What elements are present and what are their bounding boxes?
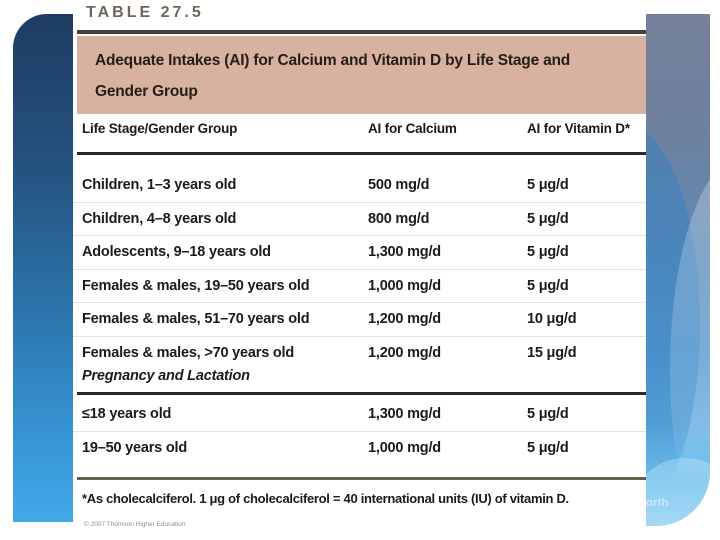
section-heavy-rule — [77, 392, 646, 395]
cell-vitamin-d: 5 μg/d — [527, 439, 569, 456]
cell-group: Adolescents, 9–18 years old — [82, 244, 271, 261]
table-image-card: TABLE 27.5 Adequate Intakes (AI) for Cal… — [73, 0, 646, 540]
cell-vitamin-d: 5 μg/d — [527, 244, 569, 261]
cell-group: Females & males, 19–50 years old — [82, 277, 310, 294]
cell-calcium: 1,300 mg/d — [368, 244, 441, 261]
cell-vitamin-d: 5 μg/d — [527, 406, 569, 423]
section-header-pregnancy: Pregnancy and Lactation — [82, 368, 250, 384]
table-heavy-rule — [77, 152, 646, 155]
table-row: Children, 1–3 years old 500 mg/d 5 μg/d — [73, 169, 646, 203]
cell-calcium: 800 mg/d — [368, 210, 430, 227]
column-header-life-stage: Life Stage/Gender Group — [82, 121, 238, 136]
cell-group: Females & males, >70 years old — [82, 344, 295, 361]
cell-group: ≤18 years old — [82, 406, 172, 423]
cell-calcium: 1,000 mg/d — [368, 277, 441, 294]
watermark-text: orth — [646, 497, 669, 509]
table-row: ≤18 years old 1,300 mg/d 5 μg/d — [73, 398, 646, 432]
cell-vitamin-d: 15 μg/d — [527, 344, 577, 361]
table-number: TABLE 27.5 — [86, 4, 204, 21]
background-corner-highlight — [646, 458, 710, 526]
cell-calcium: 1,200 mg/d — [368, 344, 441, 361]
cell-vitamin-d: 10 μg/d — [527, 311, 577, 328]
copyright-text: © 2007 Thomson Higher Education — [84, 521, 186, 528]
cell-calcium: 500 mg/d — [368, 177, 430, 194]
column-header-calcium: AI for Calcium — [368, 121, 457, 136]
column-header-row: Life Stage/Gender Group AI for Calcium A… — [73, 121, 646, 136]
table-row: 19–50 years old 1,000 mg/d 5 μg/d — [73, 432, 646, 465]
column-header-vitamin-d: AI for Vitamin D* — [527, 121, 630, 136]
cell-calcium: 1,300 mg/d — [368, 406, 441, 423]
background-right-strip: orth — [646, 14, 710, 526]
background-left-bar — [13, 14, 73, 522]
table-title-line1: Adequate Intakes (AI) for Calcium and Vi… — [95, 52, 571, 69]
table-row: Females & males, >70 years old 1,200 mg/… — [73, 337, 646, 370]
table-row: Females & males, 51–70 years old 1,200 m… — [73, 303, 646, 337]
table-top-rule — [77, 30, 646, 34]
table-row: Adolescents, 9–18 years old 1,300 mg/d 5… — [73, 236, 646, 270]
table-body-pregnancy: ≤18 years old 1,300 mg/d 5 μg/d 19–50 ye… — [73, 398, 646, 464]
cell-vitamin-d: 5 μg/d — [527, 277, 569, 294]
footnote-rule — [77, 477, 646, 480]
table-title-box: Adequate Intakes (AI) for Calcium and Vi… — [77, 36, 646, 114]
table-row: Children, 4–8 years old 800 mg/d 5 μg/d — [73, 203, 646, 236]
cell-vitamin-d: 5 μg/d — [527, 177, 569, 194]
cell-calcium: 1,000 mg/d — [368, 439, 441, 456]
table-row: Females & males, 19–50 years old 1,000 m… — [73, 270, 646, 303]
cell-group: 19–50 years old — [82, 439, 188, 456]
cell-group: Children, 1–3 years old — [82, 177, 237, 194]
cell-calcium: 1,200 mg/d — [368, 311, 441, 328]
cell-group: Children, 4–8 years old — [82, 210, 237, 227]
footnote: *As cholecalciferol. 1 μg of cholecalcif… — [82, 491, 569, 506]
cell-group: Females & males, 51–70 years old — [82, 311, 310, 328]
cell-vitamin-d: 5 μg/d — [527, 210, 569, 227]
table-body-main: Children, 1–3 years old 500 mg/d 5 μg/d … — [73, 169, 646, 369]
table-title-line2: Gender Group — [95, 83, 198, 100]
